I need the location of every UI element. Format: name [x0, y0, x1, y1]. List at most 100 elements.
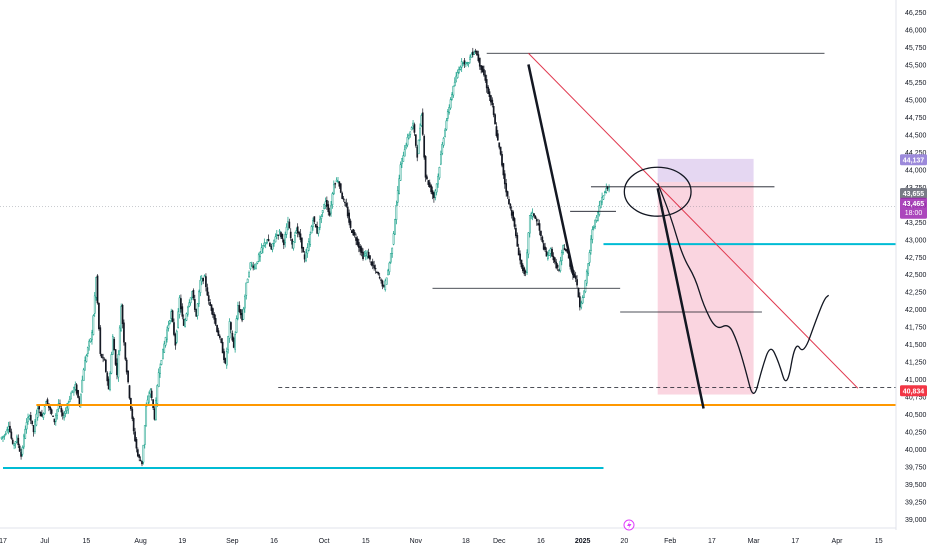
candle-body: [605, 188, 608, 193]
candle-body: [168, 320, 171, 324]
candle-body: [191, 291, 193, 298]
candle-body: [577, 287, 580, 298]
candle-body: [89, 338, 92, 342]
candle-body: [95, 277, 97, 298]
candle-body: [111, 336, 114, 355]
candle-body: [275, 234, 278, 236]
x-tick-label: 20: [620, 538, 628, 545]
x-tick-label: Oct: [319, 538, 330, 545]
lightning-icon-bolt: [627, 521, 632, 530]
y-tick-label: 43,000: [905, 237, 927, 244]
candle-body: [508, 199, 510, 205]
candle-body: [155, 400, 157, 420]
candle-body: [303, 254, 306, 260]
candle-body: [552, 255, 555, 261]
candle-body: [335, 179, 338, 183]
candle-body: [467, 62, 470, 65]
candle-body: [9, 425, 11, 433]
candle-body: [225, 351, 228, 366]
candle-body: [595, 217, 598, 221]
candle-body: [221, 341, 224, 354]
candle-body: [446, 111, 449, 119]
candle-body: [396, 190, 399, 203]
candle-body: [366, 251, 369, 257]
candle-body: [36, 408, 39, 418]
candle-body: [453, 81, 456, 87]
candle-body: [438, 167, 441, 179]
y-tick-label: 39,250: [905, 500, 927, 507]
candle-body: [323, 204, 325, 209]
candle-body: [474, 50, 477, 53]
candle-body: [234, 334, 236, 350]
y-tick-label: 40,000: [905, 447, 927, 454]
candle-body: [103, 359, 106, 361]
candle-body: [3, 435, 6, 437]
candle-body: [54, 415, 57, 422]
candle-body: [314, 224, 317, 228]
candle-body: [355, 237, 357, 241]
candle-body: [79, 393, 82, 405]
candle-body: [270, 246, 273, 250]
candle-body: [471, 51, 474, 56]
candle-body: [547, 254, 549, 260]
candle-body: [320, 216, 323, 219]
candle-body: [248, 272, 250, 277]
candle-body: [520, 259, 523, 268]
candle-body: [556, 264, 559, 268]
candle-body: [289, 231, 292, 239]
candle-body: [598, 205, 601, 215]
candle-body: [331, 193, 334, 205]
candle-body: [187, 306, 189, 315]
candle-body: [281, 233, 284, 240]
candle-body: [592, 227, 595, 229]
circle-annotation: [623, 166, 692, 217]
candle-body: [360, 247, 363, 254]
candle-body: [317, 227, 320, 234]
candle-body: [604, 191, 606, 194]
candle-body: [159, 366, 161, 374]
candle-body: [181, 306, 184, 317]
candle-body: [534, 215, 537, 219]
candle-body: [131, 408, 134, 419]
candle-body: [25, 422, 28, 430]
candle-body: [38, 406, 40, 410]
candle-body: [185, 313, 188, 321]
y-tick-label: 41,500: [905, 342, 927, 349]
candle-body: [216, 324, 218, 333]
candle-body: [299, 233, 302, 240]
candle-body: [535, 219, 538, 222]
candle-body: [316, 226, 318, 234]
candle-body: [209, 302, 211, 306]
candle-body: [498, 142, 501, 148]
candle-body: [125, 359, 128, 373]
candle-body: [367, 251, 370, 259]
candle-body: [295, 230, 298, 234]
candle-body: [416, 146, 419, 158]
candle-body: [253, 266, 256, 269]
candle-body: [524, 270, 527, 273]
current-price-label: 43,465: [903, 201, 925, 208]
candle-body: [34, 421, 36, 433]
candle-body: [160, 359, 163, 365]
candle-body: [488, 91, 491, 98]
candle-body: [173, 322, 175, 335]
candle-body: [49, 407, 52, 410]
candle-body: [166, 329, 168, 340]
candle-body: [142, 444, 145, 463]
candle-body: [394, 219, 396, 235]
candle-body: [370, 261, 373, 266]
candle-body: [235, 318, 238, 333]
candle-body: [195, 308, 198, 317]
candle-body: [509, 204, 512, 209]
x-tick-label: 17: [0, 538, 7, 545]
projection-path: [657, 183, 830, 394]
candle-body: [284, 234, 287, 244]
candle-body: [11, 439, 14, 444]
candle-body: [31, 420, 34, 425]
candle-body: [344, 201, 346, 204]
candle-body: [291, 239, 293, 245]
candle-body: [100, 353, 103, 358]
candle-body: [296, 226, 299, 234]
